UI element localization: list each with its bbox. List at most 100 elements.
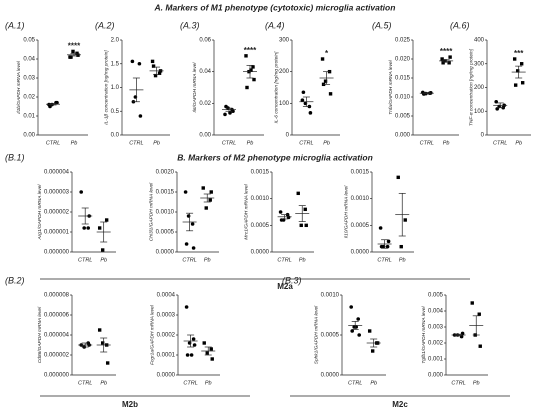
data-point	[209, 347, 213, 351]
y-tick-label: 1.0	[111, 85, 120, 91]
panel: (A.3) 0.00 0.02 0.04 0.06 Il6/GAPDH mRNA leve…	[180, 20, 264, 146]
x-tick-label: Pb	[205, 380, 212, 386]
y-tick-label: 0.000	[395, 133, 411, 139]
error-bar	[225, 107, 233, 112]
x-tick-label: CTRL	[182, 257, 196, 263]
error-bar	[298, 205, 306, 222]
y-tick-label: 0.0001	[157, 353, 176, 359]
data-point	[378, 226, 383, 230]
x-tick-label: Pb	[100, 257, 107, 263]
error-bar	[81, 342, 89, 348]
x-tick-label: Pb	[100, 380, 107, 386]
data-point	[519, 62, 524, 66]
panel-label: (B.1)	[5, 152, 25, 162]
data-point	[150, 59, 155, 64]
y-tick-label: 0.004	[428, 309, 444, 315]
data-point	[357, 333, 362, 337]
data-point	[478, 344, 482, 348]
x-tick-label: CTRL	[183, 380, 197, 386]
data-point	[301, 90, 306, 95]
data-point	[204, 206, 208, 210]
section-title: A. Markers of M1 phenotype (cytotoxic) m…	[154, 2, 396, 12]
x-tick-label: Pb	[443, 140, 450, 146]
data-point	[477, 312, 481, 316]
data-point	[350, 329, 355, 333]
y-tick-label: 2.0	[111, 38, 120, 44]
panel-label: (A.4)	[265, 20, 285, 30]
data-point	[97, 226, 102, 230]
y-tick-label: 0.0005	[251, 223, 270, 229]
y-tick-label: 0.015	[395, 76, 411, 82]
y-tick-label: 0.03	[23, 76, 35, 82]
x-tick-label: Pb	[204, 257, 211, 263]
data-point	[151, 64, 156, 68]
data-point	[513, 83, 518, 87]
y-tick-label: 0.0015	[251, 170, 270, 176]
data-point	[296, 191, 300, 196]
y-axis-label: Il10/GAPDH mRNA level	[343, 185, 349, 239]
data-point	[190, 222, 195, 226]
panel: (B.1) 0.000000 0.000001 0.000002 0.000003 0.0…	[5, 152, 116, 263]
data-point	[209, 190, 213, 194]
data-point	[320, 57, 325, 61]
data-point	[379, 244, 384, 249]
data-point	[191, 246, 196, 250]
group-label: M2b	[122, 400, 138, 409]
y-tick-label: 1.5	[111, 61, 120, 67]
y-tick-label: 0	[481, 133, 485, 139]
data-point	[228, 111, 232, 115]
significance: ****	[440, 47, 453, 56]
data-point	[252, 77, 256, 82]
data-point	[202, 341, 206, 345]
data-point	[470, 301, 474, 305]
y-tick-label: 0.00	[23, 133, 35, 139]
panel: 0.0000 0.0005 0.0010 0.0015 0.0020Chi3l1/GAP…	[148, 170, 219, 263]
x-tick-label: CTRL	[78, 380, 92, 386]
data-point	[224, 104, 228, 109]
error-bar	[187, 334, 195, 348]
y-tick-label: 100	[474, 109, 485, 115]
y-tick-label: 0.04	[199, 69, 211, 75]
y-tick-label: 100	[279, 101, 290, 107]
data-point	[104, 218, 109, 222]
x-tick-label: Pb	[323, 140, 330, 146]
data-point	[370, 349, 375, 353]
data-point	[328, 92, 333, 96]
y-tick-label: 0.0000	[251, 250, 270, 256]
y-tick-label: 0.0015	[156, 190, 175, 196]
y-axis-label: Arg1/GAPDH mRNA level	[37, 184, 43, 241]
y-tick-label: 0.000006	[44, 313, 70, 319]
panel-label: (A.3)	[180, 20, 200, 30]
x-tick-label: Pb	[399, 257, 406, 263]
panel: (A.5) 0.000 0.005 0.010 0.015 0.020 0.025 Tnfa/…	[372, 20, 459, 146]
x-tick-label: CTRL	[222, 140, 236, 146]
data-point	[396, 175, 400, 180]
error-bar	[281, 214, 289, 220]
x-tick-label: CTRL	[299, 140, 313, 146]
data-point	[515, 69, 520, 73]
data-point	[189, 353, 194, 357]
x-tick-label: Pb	[299, 257, 306, 263]
y-axis-label: Tnfa/GAPDH mRNA level	[388, 59, 394, 114]
y-tick-label: 0.00	[199, 133, 211, 139]
y-tick-label: 0.0005	[156, 230, 175, 236]
y-axis-label: Fcgr1a/GAPDH mRNA level	[149, 304, 155, 365]
data-point	[82, 226, 86, 230]
error-bar	[455, 333, 463, 337]
y-tick-label: 0.0005	[321, 333, 340, 339]
panel-label: (A.2)	[95, 20, 115, 30]
data-point	[278, 210, 283, 214]
error-bar	[153, 66, 161, 76]
data-point	[399, 244, 403, 249]
x-tick-label: Pb	[71, 140, 78, 146]
data-point	[349, 305, 354, 309]
y-tick-label: 0.005	[428, 293, 444, 299]
group-label: M2a	[277, 282, 293, 291]
x-tick-label: CTRL	[348, 380, 362, 386]
data-point	[138, 114, 143, 118]
data-point	[183, 190, 188, 194]
panel: (A.1) 0.00 0.01 0.02 0.03 0.04 0.05 Il1b/GAPDH …	[5, 20, 88, 146]
y-axis-label: Chi3l1/GAPDH mRNA level	[148, 182, 154, 241]
y-tick-label: 0.010	[395, 95, 411, 101]
